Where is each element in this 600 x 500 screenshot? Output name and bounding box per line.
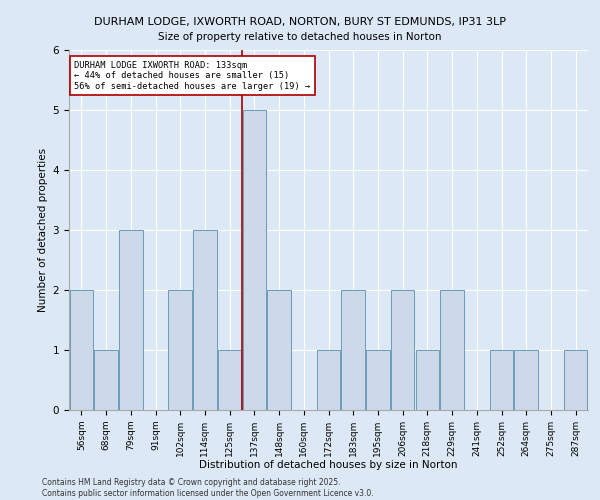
Bar xyxy=(416,350,439,410)
Bar xyxy=(317,350,340,410)
Text: DURHAM LODGE IXWORTH ROAD: 133sqm
← 44% of detached houses are smaller (15)
56% : DURHAM LODGE IXWORTH ROAD: 133sqm ← 44% … xyxy=(74,61,310,90)
Bar xyxy=(94,350,118,410)
Bar xyxy=(193,230,217,410)
Bar xyxy=(242,110,266,410)
Text: Contains HM Land Registry data © Crown copyright and database right 2025.
Contai: Contains HM Land Registry data © Crown c… xyxy=(42,478,374,498)
Text: Size of property relative to detached houses in Norton: Size of property relative to detached ho… xyxy=(158,32,442,42)
Bar xyxy=(564,350,587,410)
Bar xyxy=(169,290,192,410)
Bar xyxy=(514,350,538,410)
Y-axis label: Number of detached properties: Number of detached properties xyxy=(38,148,49,312)
Text: DURHAM LODGE, IXWORTH ROAD, NORTON, BURY ST EDMUNDS, IP31 3LP: DURHAM LODGE, IXWORTH ROAD, NORTON, BURY… xyxy=(94,18,506,28)
Bar xyxy=(391,290,415,410)
Bar xyxy=(218,350,241,410)
Bar xyxy=(119,230,143,410)
Bar xyxy=(70,290,93,410)
X-axis label: Distribution of detached houses by size in Norton: Distribution of detached houses by size … xyxy=(199,460,458,470)
Bar xyxy=(490,350,513,410)
Bar xyxy=(366,350,389,410)
Bar xyxy=(341,290,365,410)
Bar xyxy=(440,290,464,410)
Bar xyxy=(268,290,291,410)
